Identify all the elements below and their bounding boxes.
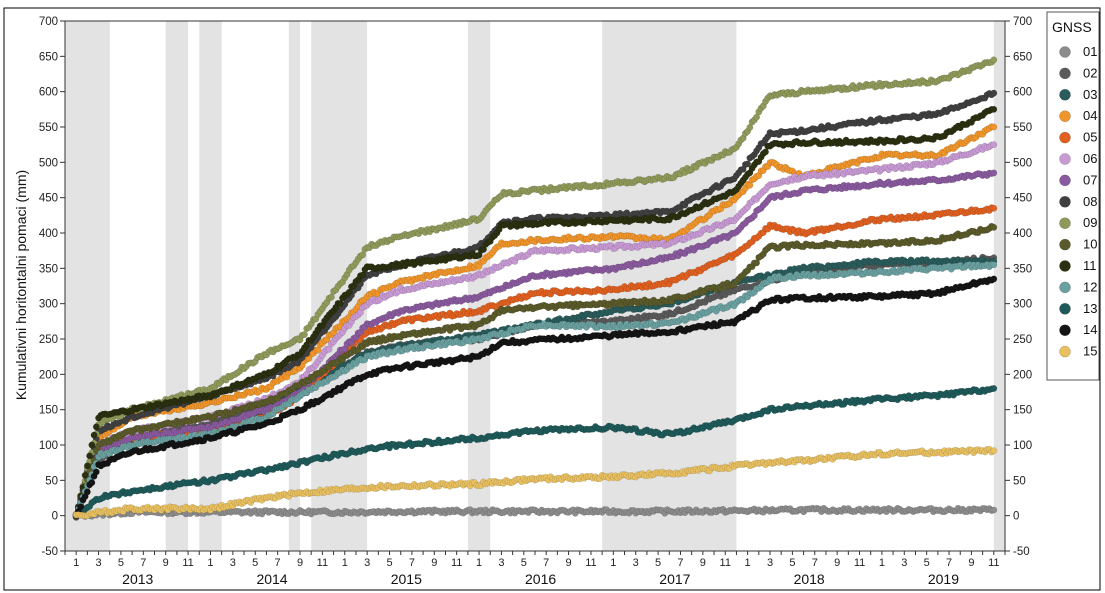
series-layer [72, 56, 998, 521]
data-point [990, 56, 998, 64]
shaded-period-8 [993, 21, 1005, 551]
data-point [301, 331, 308, 338]
data-point [83, 462, 91, 470]
shaded-period-4 [288, 21, 300, 551]
data-point [746, 181, 754, 189]
data-point [88, 441, 96, 449]
data-point [762, 148, 769, 156]
data-point [81, 471, 89, 479]
shaded-period-6 [467, 21, 491, 551]
shaded-period-3 [199, 21, 222, 551]
data-point [990, 169, 998, 177]
data-point [86, 452, 94, 460]
data-point [990, 204, 998, 212]
shaded-period-2 [165, 21, 189, 551]
data-point [990, 105, 998, 113]
data-point [92, 423, 100, 431]
data-point [990, 223, 998, 231]
data-point [990, 89, 998, 97]
data-point [990, 141, 998, 149]
data-point [990, 261, 998, 269]
data-point [90, 431, 98, 439]
data-point [327, 293, 335, 301]
data-point [990, 506, 998, 514]
data-point [990, 123, 998, 131]
